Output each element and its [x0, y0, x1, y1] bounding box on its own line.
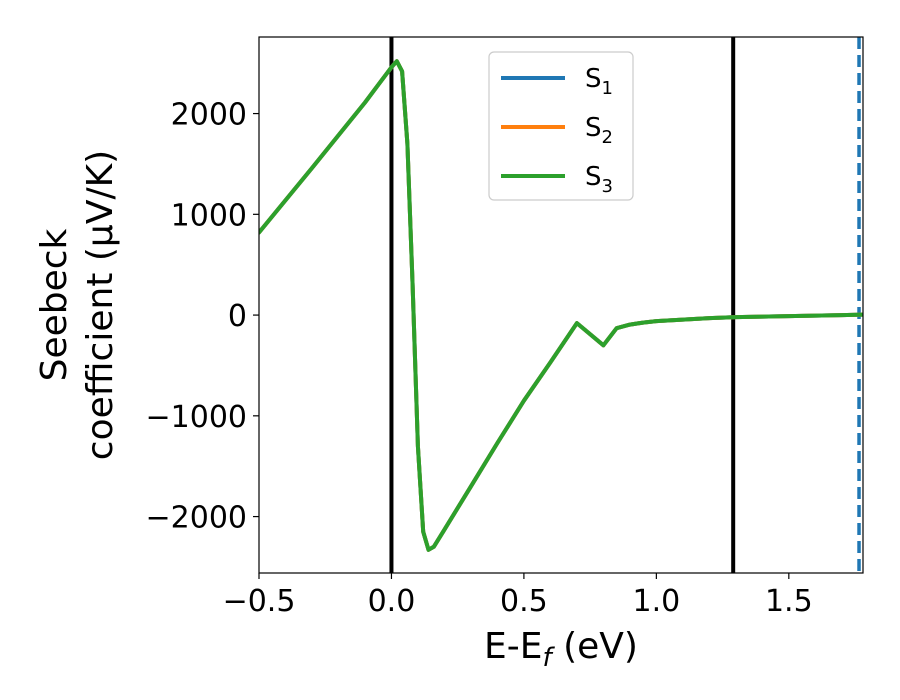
plot-area	[259, 37, 863, 573]
y-tick-label: 0	[228, 299, 247, 334]
plot-content	[259, 37, 863, 573]
legend-label-s2: S2	[585, 113, 613, 148]
legend-label-s3: S3	[585, 162, 613, 197]
x-axis-title: E-Ef (eV)	[484, 626, 638, 673]
y-tick-label: −1000	[146, 400, 247, 435]
x-tick-label: 1.0	[633, 584, 681, 619]
legend-label-s1: S1	[585, 64, 613, 99]
axes-frame	[258, 36, 864, 574]
x-tick-label: 1.5	[765, 584, 813, 619]
y-axis-title: Seebeck coefficient (μV/K)	[34, 150, 121, 460]
axes: −0.5 0.0 0.5 1.0 1.5 −2000 −1000 0 1000 2000 E-Ef …	[34, 36, 864, 673]
y-tick-label: −2000	[146, 501, 247, 536]
y-tick-label: 2000	[171, 98, 247, 133]
y-tick-label: 1000	[171, 198, 247, 233]
x-tick-label: 0.5	[500, 584, 548, 619]
x-tick-label: −0.5	[223, 584, 296, 619]
x-tick-label: 0.0	[368, 584, 416, 619]
legend: S1 S2 S3	[488, 51, 634, 201]
series-line-s3	[259, 59, 863, 552]
